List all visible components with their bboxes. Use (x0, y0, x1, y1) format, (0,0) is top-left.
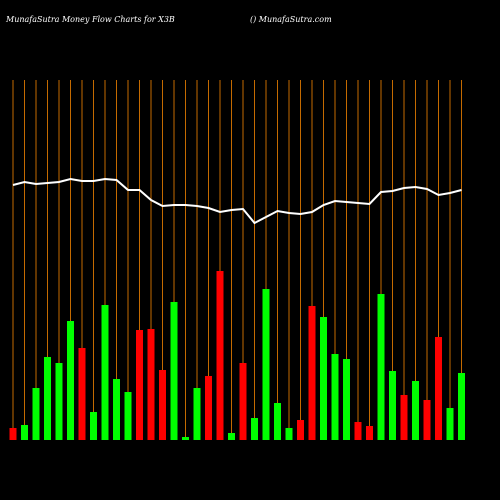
bar (297, 420, 304, 440)
chart-title: MunafaSutra Money Flow Charts for X3B (5, 15, 175, 24)
bar (400, 395, 408, 440)
bar (274, 403, 281, 440)
bar (44, 357, 51, 440)
bar (113, 379, 120, 440)
bar (159, 370, 166, 440)
bar (78, 348, 86, 440)
bar (308, 306, 316, 440)
bar (366, 426, 373, 440)
bar (147, 329, 155, 440)
bar (170, 302, 178, 440)
bar (331, 354, 339, 440)
bar (21, 425, 28, 440)
bar (101, 305, 109, 440)
bar (343, 359, 350, 440)
bar (228, 433, 235, 440)
bar (32, 388, 40, 440)
bar (435, 337, 442, 440)
bar (124, 392, 132, 440)
bar (90, 412, 97, 440)
bar (205, 376, 212, 440)
bar (182, 437, 189, 440)
bar (55, 363, 63, 440)
bar (446, 408, 454, 440)
bar (285, 428, 293, 440)
chart-subtitle: () MunafaSutra.com (250, 15, 332, 24)
bar (67, 321, 74, 440)
bar (389, 371, 396, 440)
bar (251, 418, 258, 440)
bar (193, 388, 201, 440)
line (12, 177, 462, 225)
bar (136, 330, 143, 440)
bar (458, 373, 465, 440)
bar (216, 271, 224, 440)
bar (354, 422, 362, 440)
bar (377, 294, 385, 440)
bar (239, 363, 247, 440)
bar (412, 381, 419, 440)
bar (262, 289, 270, 440)
bar (320, 317, 327, 440)
bar (423, 400, 431, 440)
bar (9, 428, 17, 440)
